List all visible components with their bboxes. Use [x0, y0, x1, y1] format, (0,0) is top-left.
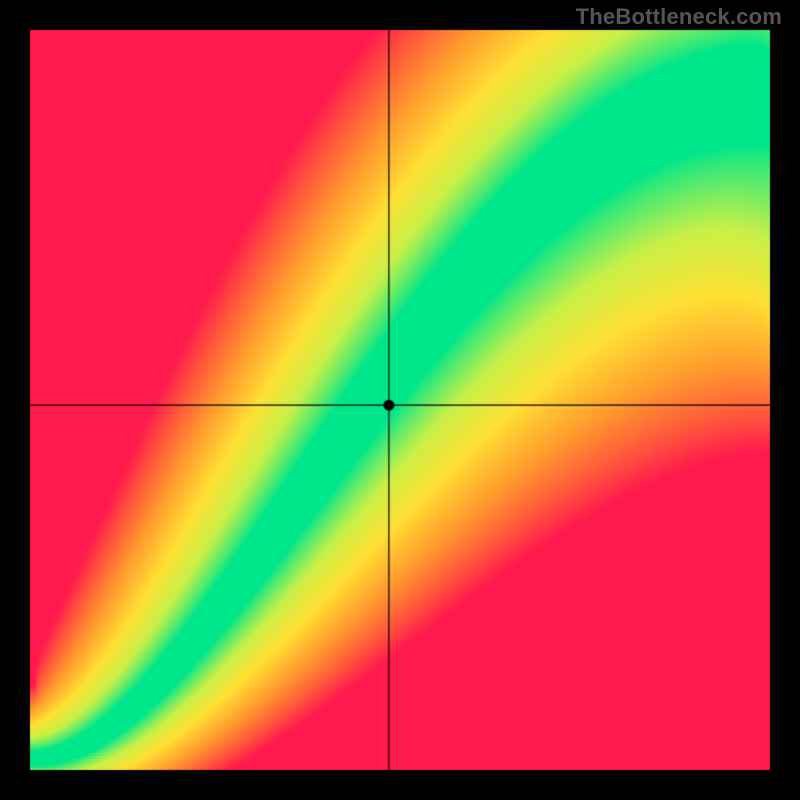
watermark-text: TheBottleneck.com [576, 4, 782, 30]
bottleneck-heatmap [0, 0, 800, 800]
